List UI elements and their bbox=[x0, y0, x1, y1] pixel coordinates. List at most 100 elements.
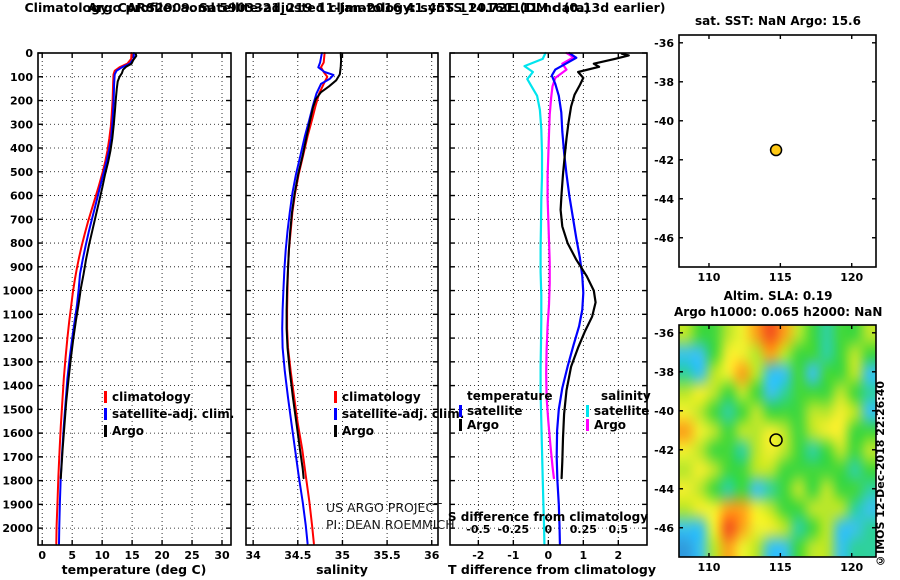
legend-marker bbox=[104, 425, 107, 437]
s-difference-axis-label: S difference from climatology bbox=[447, 510, 649, 524]
t-difference-axis-label: T difference from climatology bbox=[448, 562, 657, 577]
float-position-marker bbox=[769, 433, 783, 447]
tick-label: -36 bbox=[654, 327, 674, 340]
legend-marker bbox=[459, 419, 462, 431]
legend-label: satellite-adj. clim. bbox=[342, 407, 465, 421]
tick-label: 5 bbox=[68, 549, 76, 562]
panel-frame bbox=[37, 52, 232, 546]
tick-label: -38 bbox=[654, 366, 674, 379]
tick-label: 0.5 bbox=[609, 523, 629, 536]
series-climatology bbox=[55, 52, 133, 545]
tick-label: 1800 bbox=[2, 475, 33, 488]
sla-map-subtitle: Argo h1000: 0.065 h2000: NaN bbox=[674, 305, 883, 319]
legend-entry: Argo bbox=[459, 418, 499, 432]
legend-entry: Argo bbox=[586, 418, 626, 432]
legend-label: Argo bbox=[112, 424, 145, 438]
series-argo bbox=[59, 52, 138, 480]
legend-header: salinity bbox=[601, 389, 651, 403]
panel-frame bbox=[678, 324, 877, 558]
panel-frame bbox=[678, 34, 877, 268]
tick-label: 800 bbox=[10, 237, 33, 250]
tick-label: 100 bbox=[10, 71, 33, 84]
tick-label: -44 bbox=[654, 483, 674, 496]
tick-label: -38 bbox=[654, 76, 674, 89]
tick-label: 700 bbox=[10, 213, 33, 226]
figure-title-line1: Argo profile: aoml 5903321_219 11-Jan-20… bbox=[87, 0, 591, 15]
tick-label: -42 bbox=[654, 444, 674, 457]
legend-entry: Argo bbox=[104, 424, 144, 438]
legend-label: Argo bbox=[342, 424, 375, 438]
series-temperature-argo bbox=[559, 52, 630, 480]
legend-label: satellite-adj. clim. bbox=[112, 407, 235, 421]
tick-label: 120 bbox=[840, 271, 863, 284]
temperature-profile: 0 5 10 15 20 25 300100200300400500600700800900… bbox=[2, 47, 232, 562]
tick-label: 1300 bbox=[2, 356, 33, 369]
legend-marker bbox=[459, 405, 462, 417]
tick-label: 900 bbox=[10, 261, 33, 274]
legend-entry: Argo bbox=[334, 424, 374, 438]
panel-frame bbox=[245, 52, 439, 546]
legend-marker bbox=[586, 405, 589, 417]
tick-label: 34 bbox=[245, 549, 261, 562]
tick-label: 0 bbox=[544, 549, 552, 562]
salinity-profile: 34 34.5 35 35.5 36 bbox=[245, 52, 440, 562]
tick-label: 600 bbox=[10, 190, 33, 203]
tick-label: 110 bbox=[697, 271, 720, 284]
legend-marker bbox=[334, 408, 337, 420]
legend-label: climatology bbox=[112, 390, 191, 404]
legend-marker bbox=[104, 391, 107, 403]
figure-title-line2: Climatology: CARS2009. Satellite-adjuste… bbox=[24, 0, 666, 15]
legend-entry: satellite-adj. clim. bbox=[104, 407, 234, 421]
tick-label: 0.25 bbox=[570, 523, 597, 536]
legend-header: temperature bbox=[467, 389, 553, 403]
float-position-marker bbox=[769, 143, 783, 157]
tick-label: -0.5 bbox=[466, 523, 490, 536]
panel-frame bbox=[449, 52, 648, 546]
sla-heatmap-canvas bbox=[679, 325, 876, 557]
pi-annotation: PI: DEAN ROEMMICH bbox=[326, 517, 455, 532]
legend-marker bbox=[334, 391, 337, 403]
tick-label: 120 bbox=[840, 561, 863, 574]
salinity-axis-label: salinity bbox=[316, 562, 368, 577]
tick-label: -40 bbox=[654, 405, 674, 418]
legend-entry: satellite-adj. clim. bbox=[334, 407, 464, 421]
legend-marker bbox=[586, 419, 589, 431]
tick-label: -2 bbox=[472, 549, 484, 562]
legend-label: satellite bbox=[467, 404, 523, 418]
tick-label: 1400 bbox=[2, 380, 33, 393]
tick-label: 25 bbox=[184, 549, 199, 562]
tick-label: 1000 bbox=[2, 285, 33, 298]
tick-label: 2000 bbox=[2, 522, 33, 535]
tick-label: -42 bbox=[654, 154, 674, 167]
tick-label: 35.5 bbox=[374, 549, 401, 562]
tick-label: 300 bbox=[10, 118, 33, 131]
sla-map-title: Altim. SLA: 0.19 bbox=[723, 289, 833, 303]
tick-label: 34.5 bbox=[284, 549, 311, 562]
tick-label: -44 bbox=[654, 193, 674, 206]
tick-label: 0 bbox=[544, 523, 552, 536]
tick-label: 1 bbox=[579, 549, 587, 562]
series-argo bbox=[285, 52, 343, 480]
tick-label: 1500 bbox=[2, 403, 33, 416]
legend-entry: satellite bbox=[586, 404, 649, 418]
difference-panel: -2 -1 0 1 2 -0.5 -0.25 0 0.25 0.5 bbox=[449, 51, 648, 562]
tick-label: 0 bbox=[25, 47, 33, 60]
series-salinity-satellite bbox=[523, 51, 547, 545]
temperature-axis-label: temperature (deg C) bbox=[61, 562, 207, 577]
legend-entry: climatology bbox=[334, 390, 421, 404]
project-annotation: US ARGO PROJECT bbox=[326, 500, 442, 515]
tick-label: -46 bbox=[654, 232, 674, 245]
legend-entry: satellite bbox=[459, 404, 522, 418]
tick-label: -46 bbox=[654, 522, 674, 535]
tick-label: 10 bbox=[94, 549, 110, 562]
tick-label: 1700 bbox=[2, 451, 33, 464]
sla-map: 110 115 120 -36 -38 -40 -42 -44 -46 bbox=[654, 324, 877, 574]
tick-label: 400 bbox=[10, 142, 33, 155]
tick-label: 20 bbox=[154, 549, 170, 562]
tick-label: 115 bbox=[769, 561, 792, 574]
tick-label: -1 bbox=[507, 549, 519, 562]
tick-label: 1900 bbox=[2, 498, 33, 511]
